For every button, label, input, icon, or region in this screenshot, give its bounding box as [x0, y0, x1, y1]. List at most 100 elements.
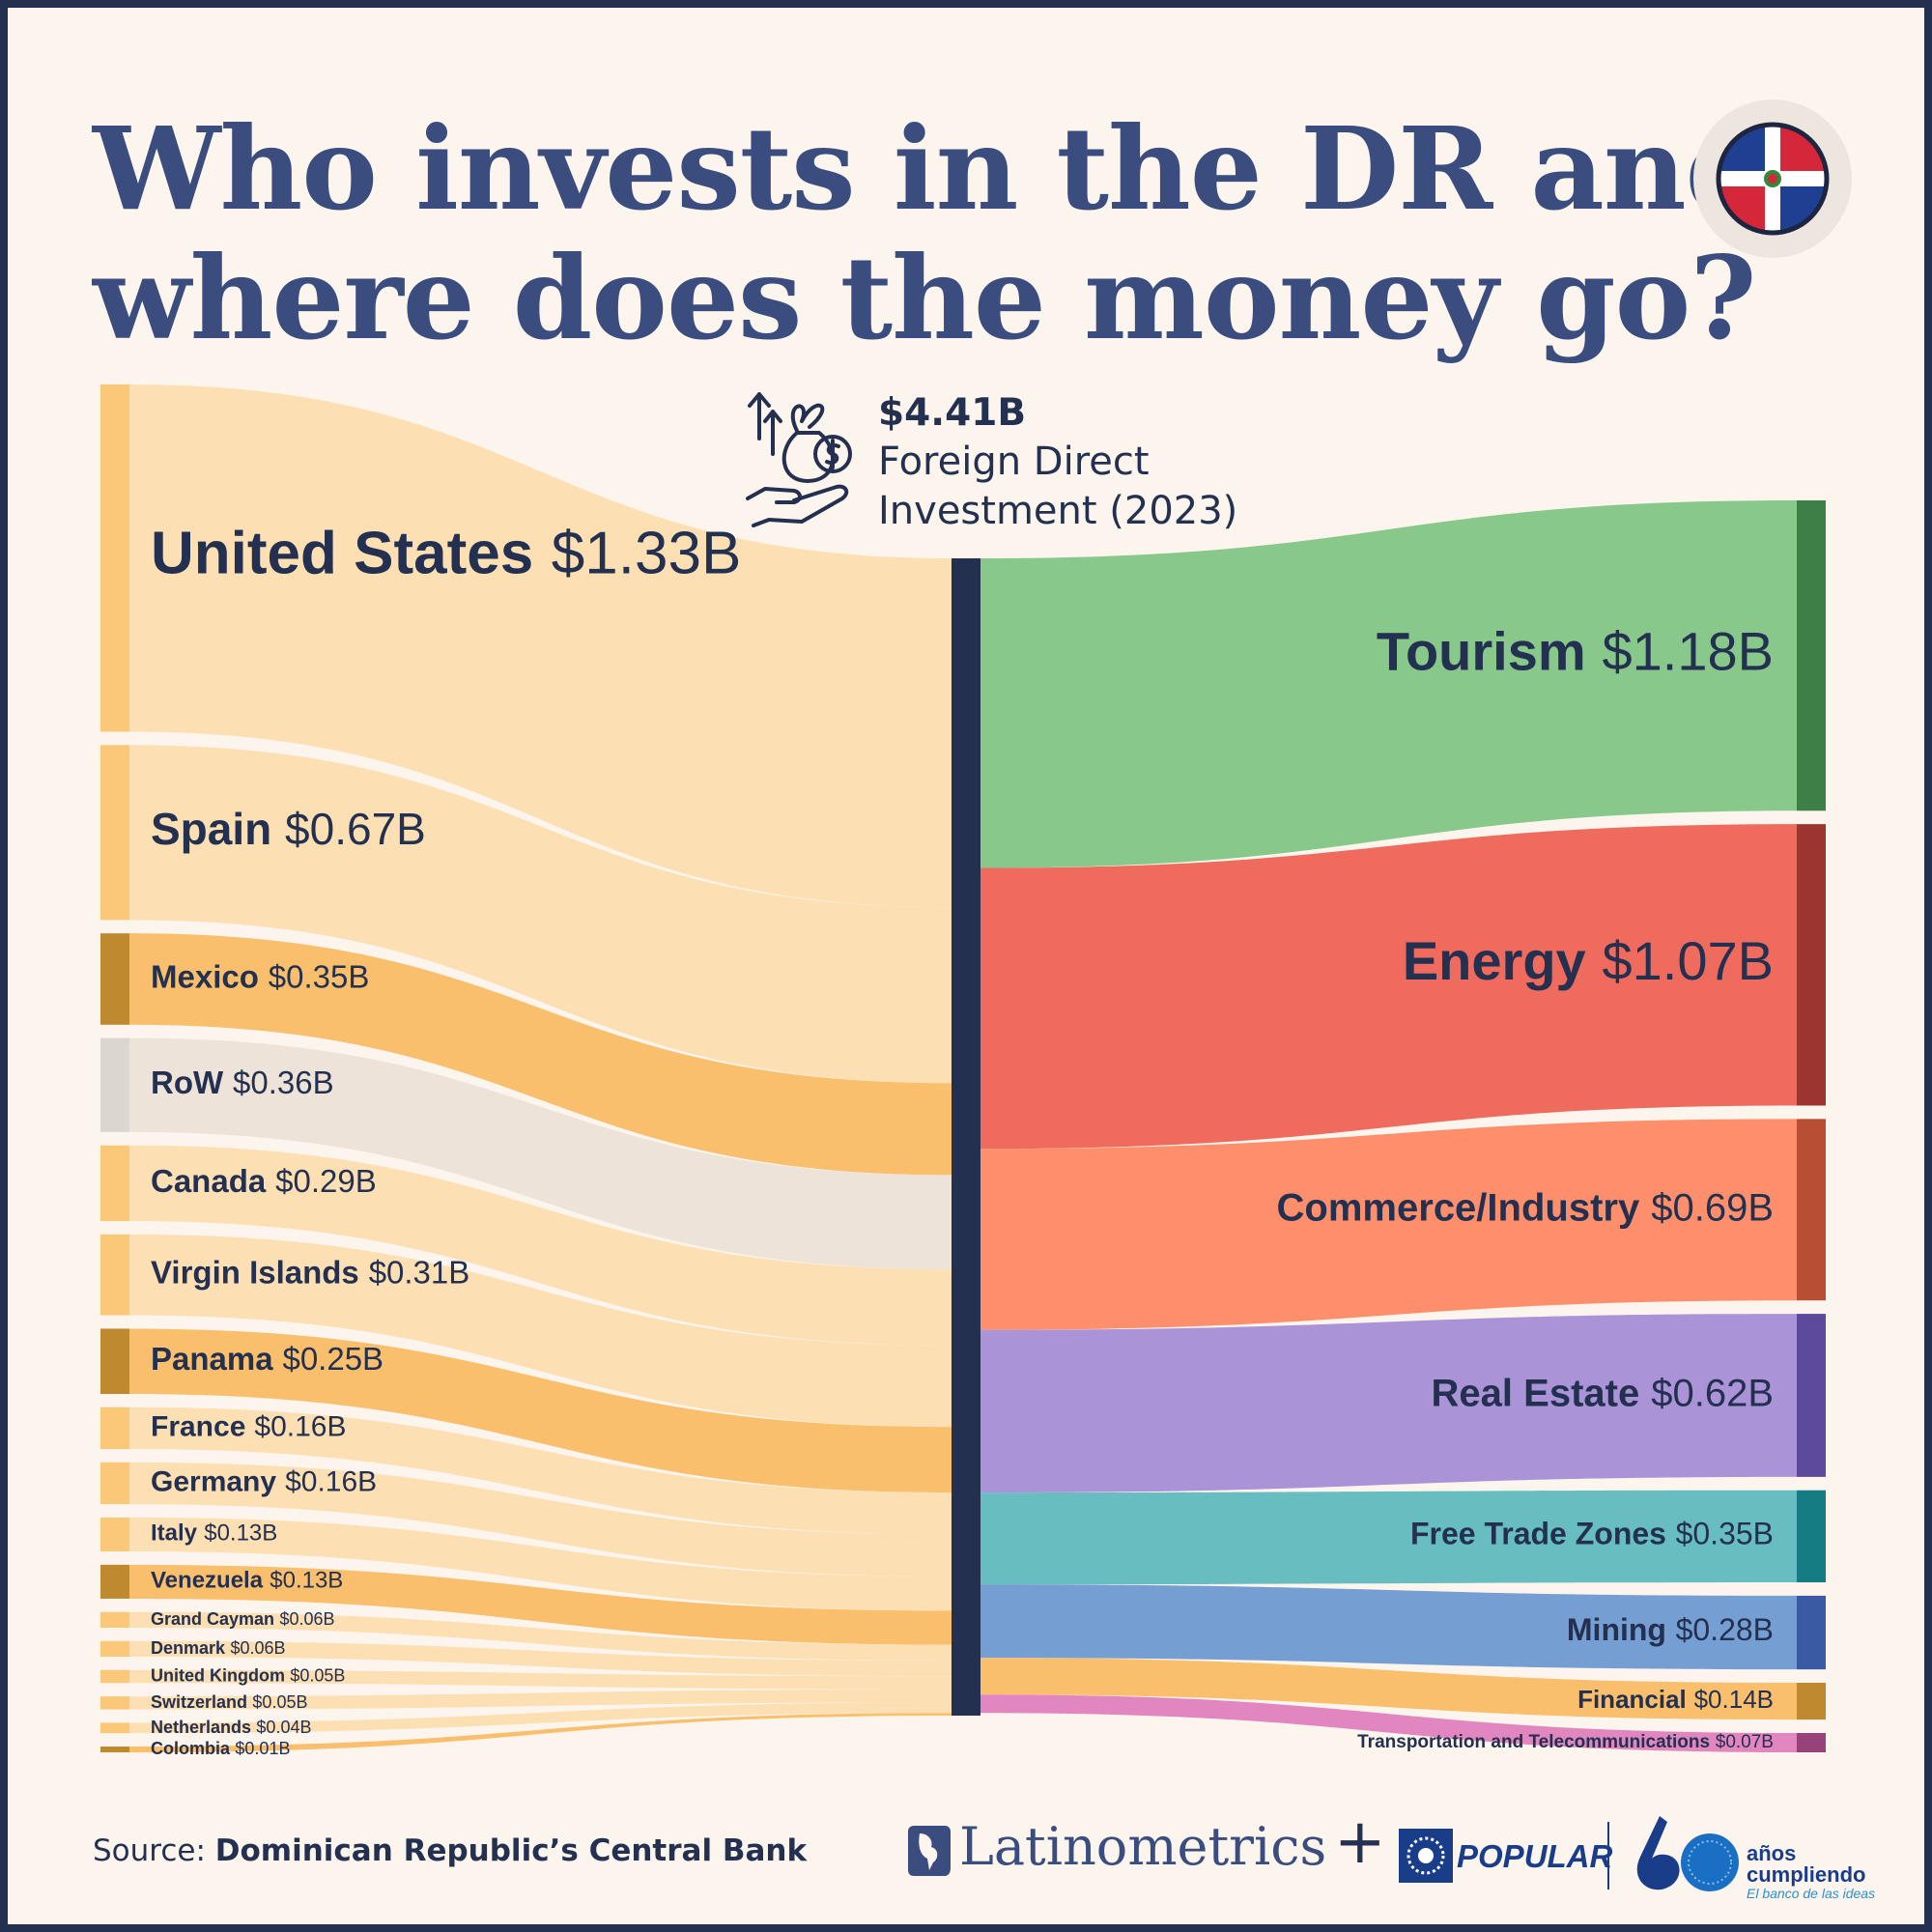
label-name: Venezuela	[151, 1568, 264, 1594]
label-name: Financial	[1577, 1685, 1687, 1714]
node-bar-grand-cayman	[100, 1612, 129, 1628]
popular-tagline: El banco de las ideas	[1747, 1886, 1875, 1901]
node-bar-switzerland	[100, 1696, 129, 1710]
label-value: $0.28B	[1676, 1612, 1774, 1647]
label-value: $1.07B	[1603, 930, 1775, 991]
label-value: $1.33B	[552, 521, 742, 587]
infographic: Who invests in the DR and where does the…	[8, 8, 1924, 1924]
label-name: RoW	[151, 1065, 224, 1100]
label-name: United Kingdom	[151, 1665, 285, 1685]
source-note: Source: Dominican Republic’s Central Ban…	[93, 1833, 807, 1868]
label-germany: Germany $0.16B	[151, 1465, 377, 1497]
node-bar-venezuela	[100, 1565, 129, 1599]
label-name: Real Estate	[1432, 1372, 1640, 1414]
label-name: Spain	[151, 804, 271, 854]
label-value: $0.35B	[269, 958, 370, 994]
label-name: Free Trade Zones	[1410, 1517, 1666, 1551]
label-value: $0.31B	[369, 1254, 470, 1290]
node-bar-canada	[100, 1146, 129, 1221]
label-canada: Canada $0.29B	[151, 1163, 377, 1199]
plus-sign: +	[1334, 1806, 1386, 1878]
label-name: Switzerland	[151, 1692, 247, 1712]
label-value: $0.29B	[275, 1163, 377, 1199]
label-denmark: Denmark $0.06B	[151, 1638, 286, 1658]
label-tourism: Tourism $1.18B	[1377, 620, 1774, 681]
flow-mining	[980, 1584, 1797, 1669]
sixty-years-icon	[1629, 1814, 1743, 1900]
label-value: $0.25B	[282, 1341, 384, 1377]
label-value: $0.35B	[1676, 1517, 1774, 1551]
sixty-years-text: años cumpliendo	[1747, 1843, 1865, 1886]
label-value: $0.05B	[290, 1665, 345, 1685]
total-value: $4.41B	[878, 389, 1237, 438]
label-value: $0.07B	[1716, 1732, 1774, 1752]
label-grand-cayman: Grand Cayman $0.06B	[151, 1609, 335, 1629]
node-bar-commerce-industry	[1797, 1119, 1826, 1300]
label-name: France	[151, 1410, 245, 1442]
label-united-states: United States $1.33B	[151, 521, 741, 587]
node-bar-panama	[100, 1328, 129, 1394]
popular-logo-icon	[1399, 1829, 1453, 1888]
label-virgin-islands: Virgin Islands $0.31B	[151, 1254, 469, 1290]
label-name: Italy	[151, 1520, 198, 1547]
node-bar-colombia	[100, 1747, 129, 1752]
label-real-estate: Real Estate $0.62B	[1432, 1372, 1774, 1414]
label-value: $0.16B	[285, 1465, 377, 1497]
label-value: $0.04B	[256, 1718, 311, 1737]
total-label-line-1: Foreign Direct	[878, 438, 1237, 487]
total-label-line-2: Investment (2023)	[878, 487, 1237, 536]
node-bar-mining	[1797, 1596, 1826, 1669]
node-bar-virgin-islands	[100, 1235, 129, 1316]
label-value: $0.06B	[230, 1638, 285, 1658]
label-name: Mexico	[151, 958, 259, 994]
label-name: Panama	[151, 1341, 273, 1377]
brand-divider	[1607, 1822, 1609, 1889]
label-venezuela: Venezuela $0.13B	[151, 1568, 343, 1594]
node-bar-united-kingdom	[100, 1670, 129, 1684]
source-name: Dominican Republic’s Central Bank	[215, 1833, 807, 1868]
label-value: $0.36B	[233, 1065, 334, 1100]
label-commerce-industry: Commerce/Industry $0.69B	[1277, 1186, 1774, 1229]
node-bar-germany	[100, 1463, 129, 1504]
label-name: Transportation and Telecommunications	[1357, 1732, 1710, 1752]
label-spain: Spain $0.67B	[151, 804, 426, 854]
hub-bar	[952, 558, 980, 1716]
node-bar-row	[100, 1038, 129, 1132]
label-name: Germany	[151, 1465, 276, 1497]
sankey-chart: United States $1.33B Spain $0.67B Mexico $0.3…	[8, 8, 1924, 1924]
label-italy: Italy $0.13B	[151, 1520, 277, 1547]
label-name: Mining	[1567, 1612, 1666, 1647]
node-bar-tourism	[1797, 500, 1826, 810]
label-value: $0.62B	[1651, 1372, 1774, 1414]
label-name: Commerce/Industry	[1277, 1186, 1640, 1229]
node-bar-transportation-and-telecommunications	[1797, 1733, 1826, 1752]
node-bar-italy	[100, 1518, 129, 1551]
label-row: RoW $0.36B	[151, 1065, 334, 1100]
label-name: Netherlands	[151, 1718, 251, 1737]
label-value: $0.01B	[235, 1739, 290, 1758]
node-bar-energy	[1797, 824, 1826, 1105]
anos-line-1: años	[1747, 1843, 1865, 1864]
node-bar-denmark	[100, 1641, 129, 1657]
node-bar-france	[100, 1407, 129, 1449]
source-prefix: Source:	[93, 1833, 215, 1868]
label-value: $0.13B	[270, 1568, 343, 1594]
label-financial: Financial $0.14B	[1577, 1685, 1774, 1714]
node-bar-financial	[1797, 1683, 1826, 1719]
node-bar-free-trade-zones	[1797, 1491, 1826, 1582]
label-name: Energy	[1403, 930, 1586, 991]
label-value: $0.16B	[254, 1410, 346, 1442]
node-bar-mexico	[100, 933, 129, 1025]
investment-money-bag-icon	[744, 392, 867, 532]
label-value: $0.05B	[252, 1692, 307, 1712]
node-bar-netherlands	[100, 1722, 129, 1733]
label-name: Denmark	[151, 1638, 226, 1658]
anos-line-2: cumpliendo	[1747, 1864, 1865, 1886]
label-switzerland: Switzerland $0.05B	[151, 1692, 307, 1712]
label-name: Canada	[151, 1163, 267, 1199]
label-name: Colombia	[151, 1739, 231, 1758]
label-panama: Panama $0.25B	[151, 1341, 384, 1377]
flow-tourism	[980, 500, 1797, 868]
total-header: $4.41B Foreign Direct Investment (2023)	[878, 389, 1237, 536]
label-name: Tourism	[1377, 620, 1586, 681]
